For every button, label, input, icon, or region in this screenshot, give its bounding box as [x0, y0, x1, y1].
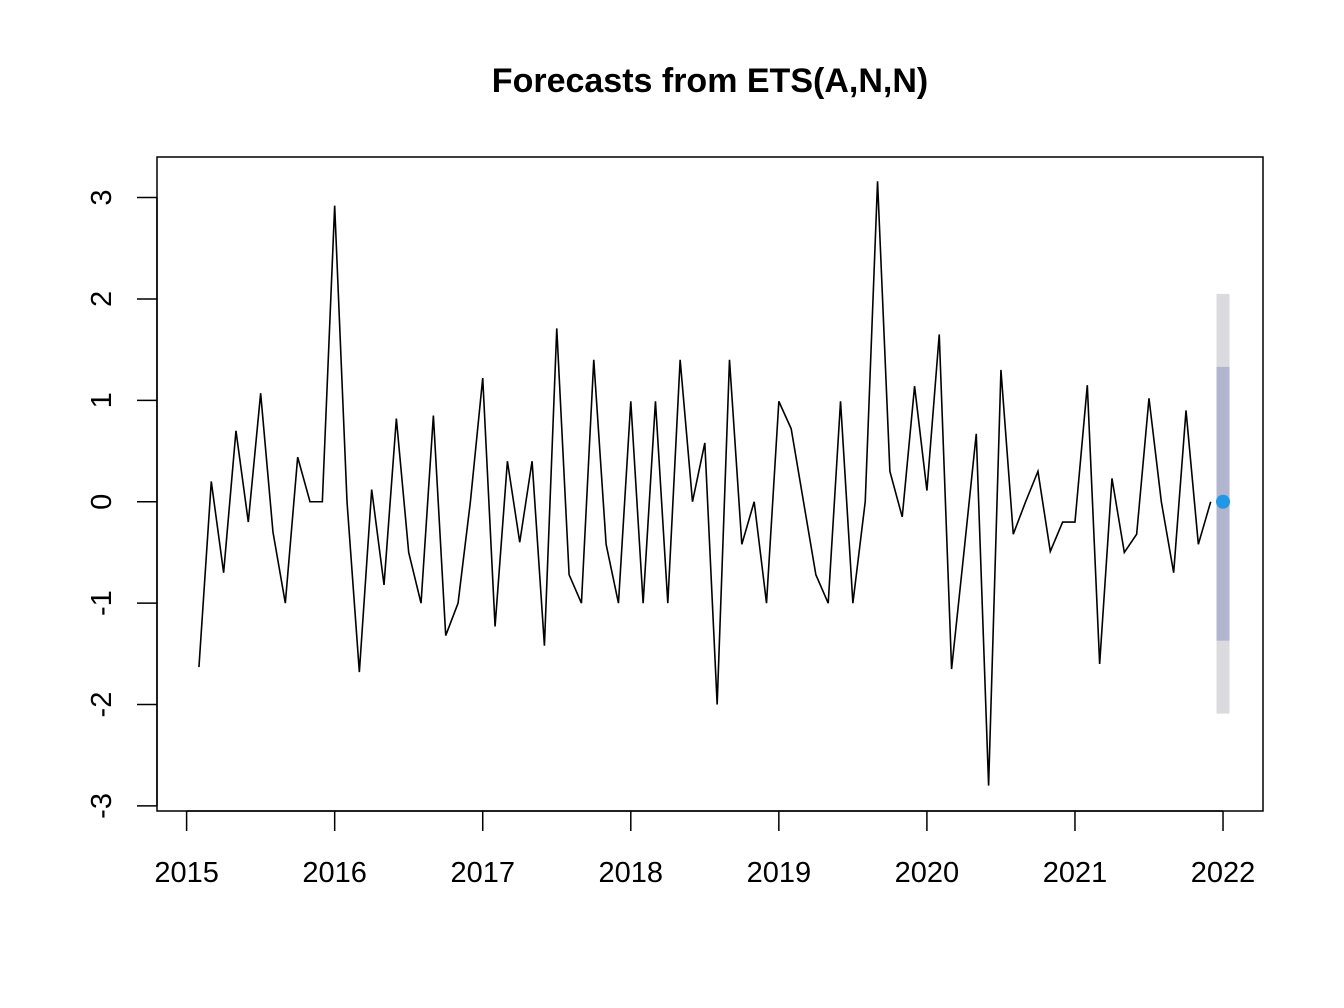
series-line	[198, 181, 1212, 786]
x-axis: 2015 2016 2017 2018 2019 2020 2021 2022	[154, 810, 1256, 889]
x-tick-label: 2022	[1191, 857, 1256, 889]
time-series	[198, 181, 1212, 786]
y-tick-label: -1	[86, 590, 118, 616]
y-axis: -3 -2 -1 0 1 2 3	[86, 189, 158, 819]
x-tick-label: 2017	[450, 857, 515, 889]
x-tick-label: 2019	[747, 857, 812, 889]
chart-title: Forecasts from ETS(A,N,N)	[492, 62, 928, 100]
y-tick-label: 0	[86, 494, 118, 510]
x-tick-label: 2018	[599, 857, 664, 889]
x-tick-label: 2020	[895, 857, 960, 889]
x-tick-label: 2015	[154, 857, 219, 889]
y-tick-label: 2	[86, 291, 118, 307]
y-tick-label: 1	[86, 392, 118, 408]
point-forecast	[1216, 494, 1231, 509]
y-tick-label: -3	[86, 793, 118, 819]
y-tick-label: -2	[86, 692, 118, 718]
y-tick-label: 3	[86, 189, 118, 205]
x-tick-label: 2021	[1043, 857, 1108, 889]
forecast-point	[1216, 494, 1231, 509]
x-tick-label: 2016	[302, 857, 367, 889]
